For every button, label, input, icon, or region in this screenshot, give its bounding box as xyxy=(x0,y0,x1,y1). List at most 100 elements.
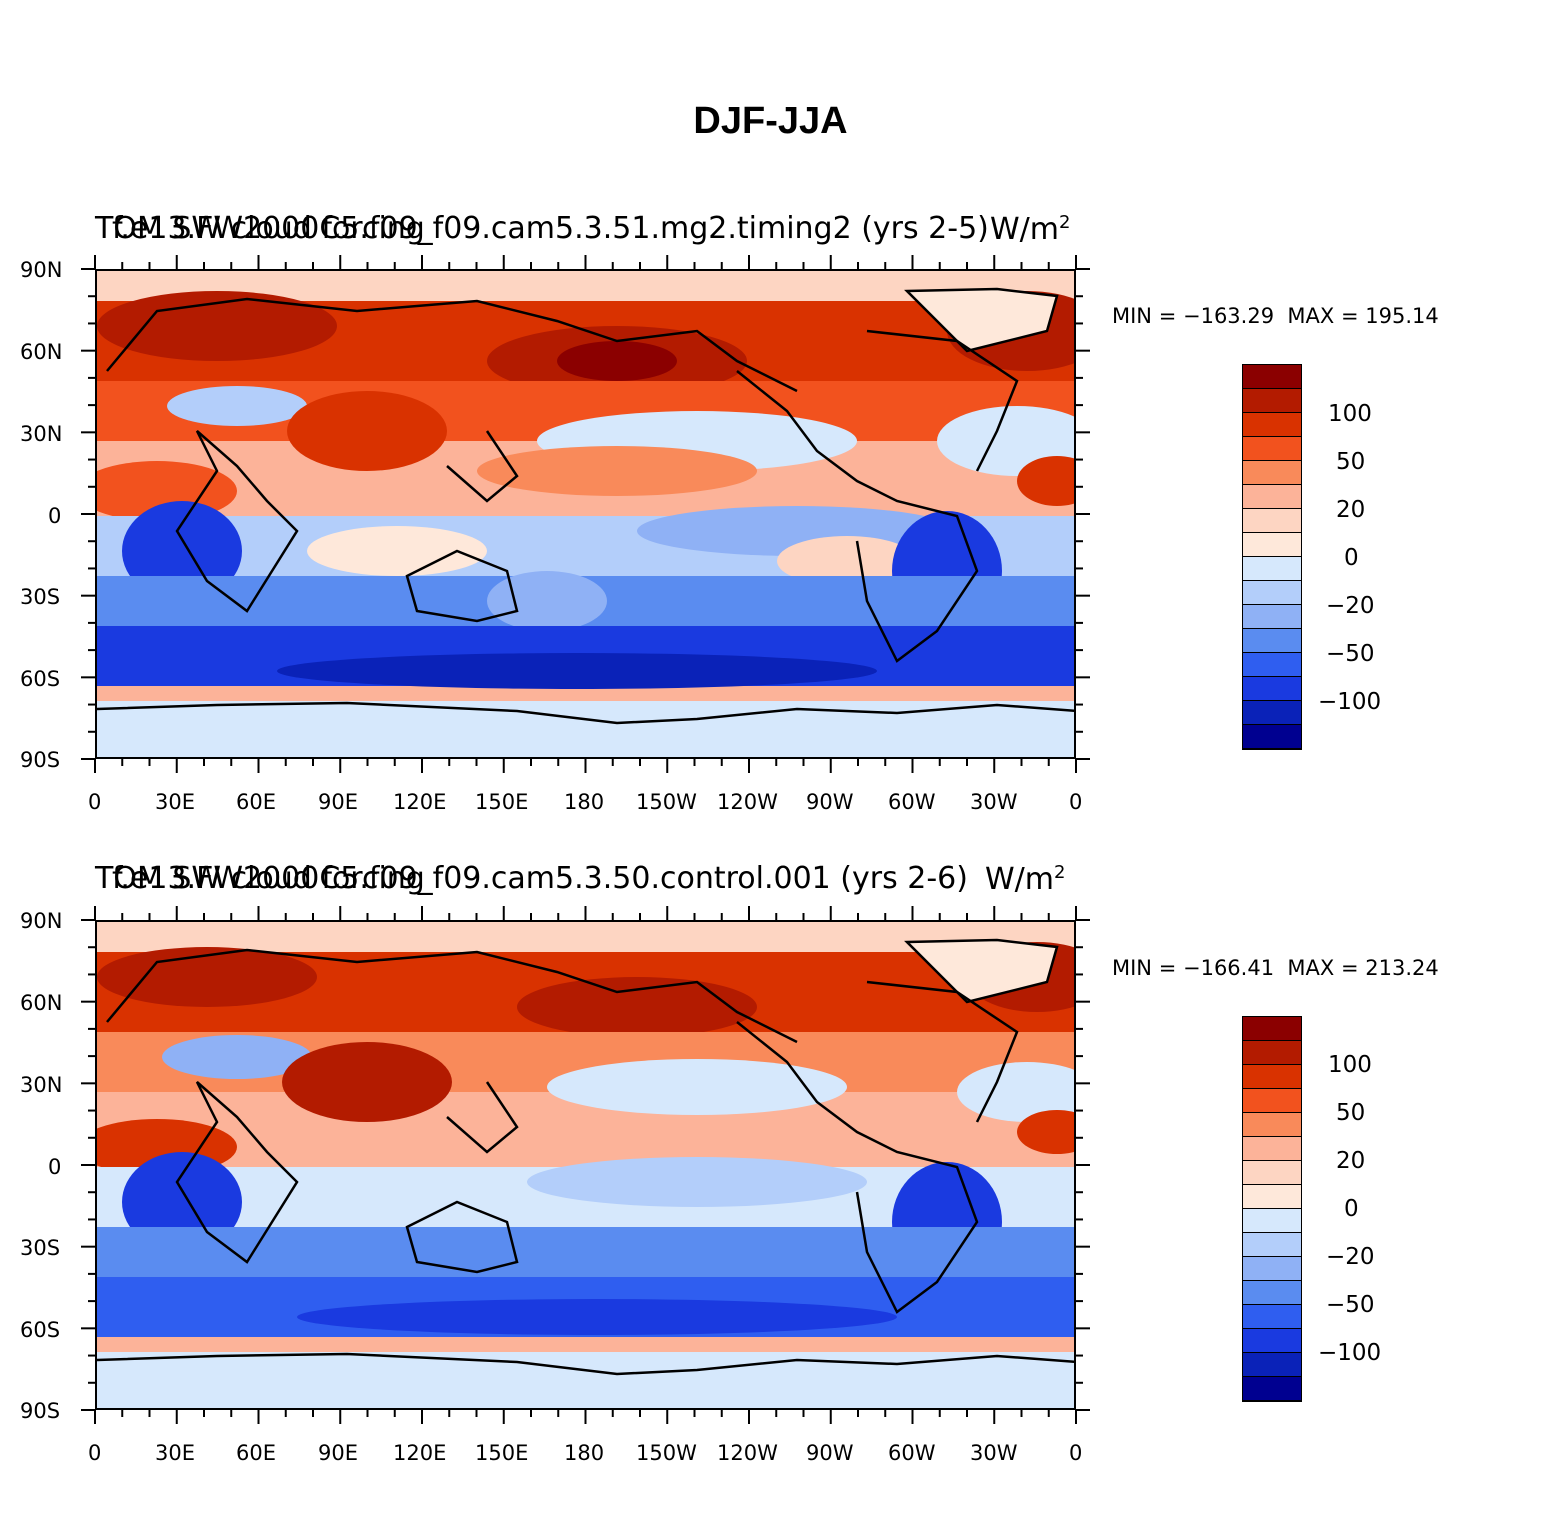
min-value: −163.29 xyxy=(1182,304,1275,328)
lat-label: 90S xyxy=(20,748,61,772)
lon-label: 0 xyxy=(1069,1441,1083,1465)
lon-label: 60W xyxy=(888,790,936,814)
panel-2-minmax: MIN = −166.41 MAX = 213.24 xyxy=(1112,956,1439,980)
colorbar-swatch xyxy=(1243,509,1301,533)
colorbar-label: 100 xyxy=(1328,401,1372,427)
colorbar-swatch xyxy=(1243,1137,1301,1161)
colorbar-label: 0 xyxy=(1344,1196,1359,1222)
panel-2-variable-label: TOM SW cloud forcing xyxy=(95,861,425,896)
lon-label: 0 xyxy=(1069,790,1083,814)
min-label: MIN xyxy=(1112,956,1153,980)
panel-2-map xyxy=(95,920,1076,1410)
lon-label: 120W xyxy=(717,790,778,814)
panel-2-units-label: W/m2 xyxy=(985,864,1065,895)
colorbar-label: 100 xyxy=(1328,1052,1372,1078)
colorbar-swatch xyxy=(1243,1185,1301,1209)
panel-1-units-exponent: 2 xyxy=(1059,212,1071,233)
colorbar-swatch xyxy=(1243,461,1301,485)
colorbar-swatch xyxy=(1243,1041,1301,1065)
colorbar-swatch xyxy=(1243,1065,1301,1089)
panel-1-units-text: W/m xyxy=(990,212,1059,247)
panel-1-map-svg xyxy=(97,271,1074,757)
panel-1-case-label: f.e13.FW2000C5.f09_f09.cam5.3.51.mg2.tim… xyxy=(112,211,989,246)
lon-label: 0 xyxy=(88,790,102,814)
colorbar-label: 20 xyxy=(1336,1148,1366,1174)
lon-label: 60E xyxy=(236,1441,276,1465)
lon-label: 60E xyxy=(236,790,276,814)
colorbar-swatch xyxy=(1243,581,1301,605)
figure-title: DJF-JJA xyxy=(693,100,848,142)
colorbar-swatch xyxy=(1243,413,1301,437)
colorbar-swatch xyxy=(1243,1233,1301,1257)
lon-label: 150E xyxy=(475,790,529,814)
colorbar-swatch xyxy=(1243,725,1301,749)
colorbar-label: −20 xyxy=(1326,1244,1375,1270)
colorbar-swatch xyxy=(1243,1161,1301,1185)
colorbar-label: 50 xyxy=(1336,1100,1366,1126)
lon-label: 150W xyxy=(636,790,697,814)
lat-label: 60S xyxy=(20,667,61,691)
max-value: 195.14 xyxy=(1365,304,1439,328)
lat-label: 60S xyxy=(20,1318,61,1342)
lon-label: 30E xyxy=(155,1441,195,1465)
lon-label: 30E xyxy=(155,790,195,814)
lon-label: 150E xyxy=(475,1441,529,1465)
max-label: MAX xyxy=(1287,304,1335,328)
lon-label: 120E xyxy=(393,1441,447,1465)
lat-label: 30S xyxy=(20,585,61,609)
lon-label: 30W xyxy=(970,790,1018,814)
panel-2-ticks xyxy=(81,906,1090,1424)
colorbar-swatch xyxy=(1243,1305,1301,1329)
colorbar-label: −50 xyxy=(1326,1292,1375,1318)
lon-label: 120E xyxy=(393,790,447,814)
panel-1-map xyxy=(95,269,1076,759)
lat-label: 60N xyxy=(20,991,63,1015)
panel-1-units-label: W/m2 xyxy=(990,214,1070,245)
lat-label: 90S xyxy=(20,1399,61,1423)
lat-label: 0 xyxy=(48,504,62,528)
colorbar-swatch xyxy=(1243,1257,1301,1281)
lat-label: 90N xyxy=(20,909,63,933)
colorbar-swatch xyxy=(1243,605,1301,629)
lat-label: 30N xyxy=(20,1073,63,1097)
lat-label: 0 xyxy=(48,1155,62,1179)
colorbar-swatch xyxy=(1243,677,1301,701)
map-panel-2: TOM SW cloud forcing f.e13.FW2000C5.f09_… xyxy=(0,852,1541,1502)
colorbar-swatch xyxy=(1243,1377,1301,1401)
colorbar-label: −50 xyxy=(1326,641,1375,667)
lat-label: 30N xyxy=(20,422,63,446)
colorbar-swatch xyxy=(1243,365,1301,389)
colorbar-swatch xyxy=(1243,1089,1301,1113)
colorbar-swatch xyxy=(1243,1353,1301,1377)
lon-label: 30W xyxy=(970,1441,1018,1465)
lon-label: 90W xyxy=(806,790,854,814)
panel-2-colorbar xyxy=(1242,1016,1302,1402)
colorbar-swatch xyxy=(1243,1113,1301,1137)
lon-label: 60W xyxy=(888,1441,936,1465)
lon-label: 90W xyxy=(806,1441,854,1465)
colorbar-swatch xyxy=(1243,629,1301,653)
lon-label: 90E xyxy=(318,790,358,814)
panel-1-variable-label: TOM SW cloud forcing xyxy=(95,211,425,246)
panel-1-colorbar xyxy=(1242,364,1302,750)
colorbar-swatch xyxy=(1243,1209,1301,1233)
panel-2-units-text: W/m xyxy=(985,862,1054,897)
panel-1-ticks xyxy=(81,255,1090,773)
colorbar-label: −100 xyxy=(1318,689,1382,715)
colorbar-swatch xyxy=(1243,533,1301,557)
colorbar-swatch xyxy=(1243,389,1301,413)
lat-label: 60N xyxy=(20,340,63,364)
colorbar-swatch xyxy=(1243,1281,1301,1305)
colorbar-swatch xyxy=(1243,1329,1301,1353)
colorbar-swatch xyxy=(1243,557,1301,581)
lon-label: 0 xyxy=(88,1441,102,1465)
lon-label: 150W xyxy=(636,1441,697,1465)
colorbar-label: 20 xyxy=(1336,497,1366,523)
panel-1-axes xyxy=(81,255,1090,773)
min-value: −166.41 xyxy=(1182,956,1275,980)
colorbar-swatch xyxy=(1243,485,1301,509)
colorbar-swatch xyxy=(1243,701,1301,725)
colorbar-swatch xyxy=(1243,437,1301,461)
colorbar-label: 0 xyxy=(1344,545,1359,571)
colorbar-label: 50 xyxy=(1336,449,1366,475)
